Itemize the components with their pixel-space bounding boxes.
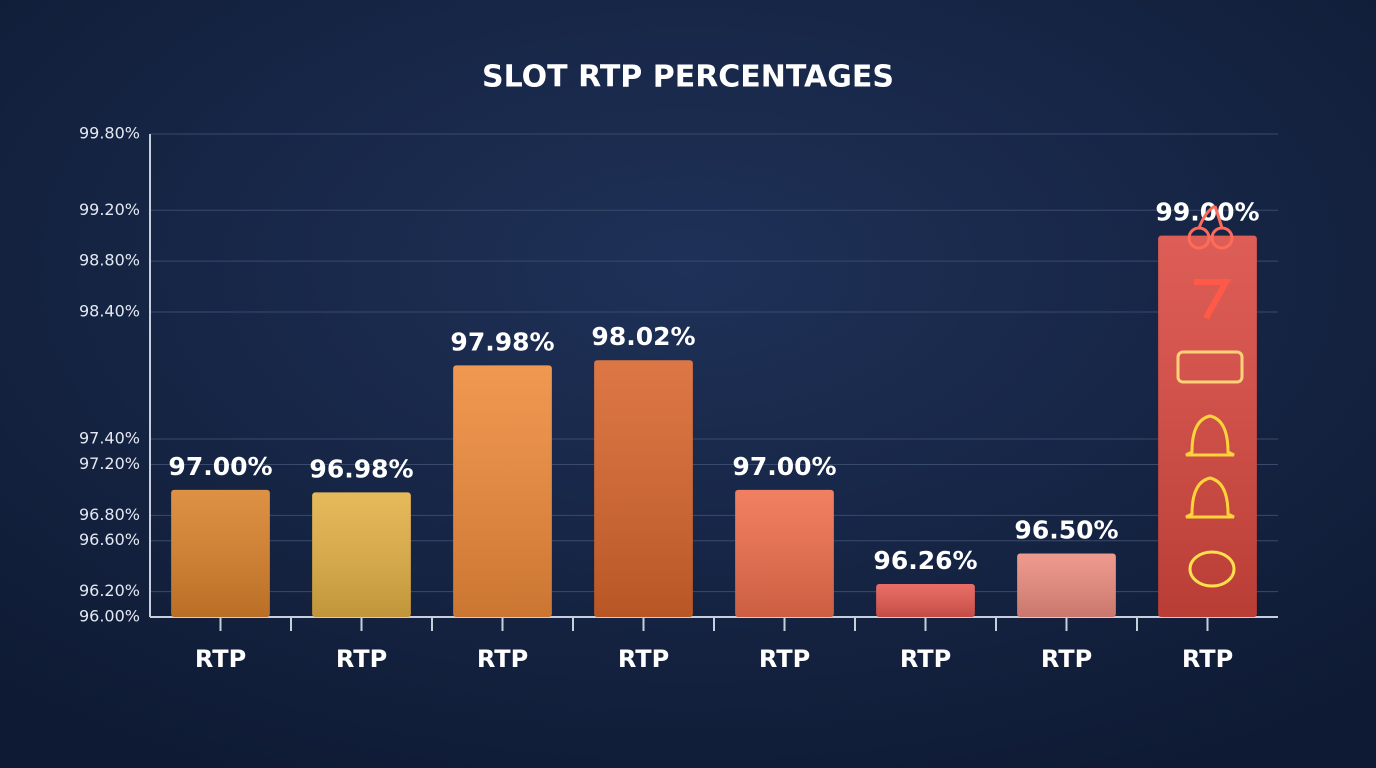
lemon-icon [1188,550,1236,588]
bar [312,492,411,617]
value-label: 97.00% [732,452,836,481]
bell-icon [1185,414,1235,457]
bar [1158,235,1257,617]
y-tick-label: 97.20% [79,454,140,473]
value-label: 97.00% [168,452,272,481]
seven-icon [1194,279,1232,320]
y-tick-label: 96.60% [79,530,140,549]
y-tick-label: 99.80% [79,124,140,143]
x-tick-label: RTP [477,645,528,673]
y-tick-label: 99.20% [79,200,140,219]
y-tick-label: 96.20% [79,581,140,600]
y-tick-label: 98.80% [79,251,140,270]
x-tick-label: RTP [336,645,387,673]
y-tick-label: 96.00% [79,607,140,626]
bell-icon [1185,476,1235,519]
reel-icon [1176,350,1244,384]
value-label: 97.98% [450,327,554,356]
x-tick-label: RTP [900,645,951,673]
y-tick-label: 98.40% [79,301,140,320]
bar [1017,553,1116,617]
x-tick-label: RTP [1041,645,1092,673]
bar [876,583,975,617]
bar [171,489,270,617]
bar [453,365,552,617]
bar [735,489,834,617]
y-tick-label: 96.80% [79,505,140,524]
cherry-icon [1187,204,1234,250]
bar [594,360,693,617]
value-label: 96.26% [873,546,977,575]
slot-icons [1176,204,1244,588]
x-tick-label: RTP [618,645,669,673]
chart-title: SLOT RTP PERCENTAGES [482,60,894,95]
value-label: 96.50% [1014,515,1118,544]
y-tick-label: 97.40% [79,429,140,448]
value-label: 96.98% [309,454,413,483]
x-tick-label: RTP [1182,645,1233,673]
x-tick-label: RTP [195,645,246,673]
value-label: 98.02% [591,322,695,351]
x-tick-label: RTP [759,645,810,673]
